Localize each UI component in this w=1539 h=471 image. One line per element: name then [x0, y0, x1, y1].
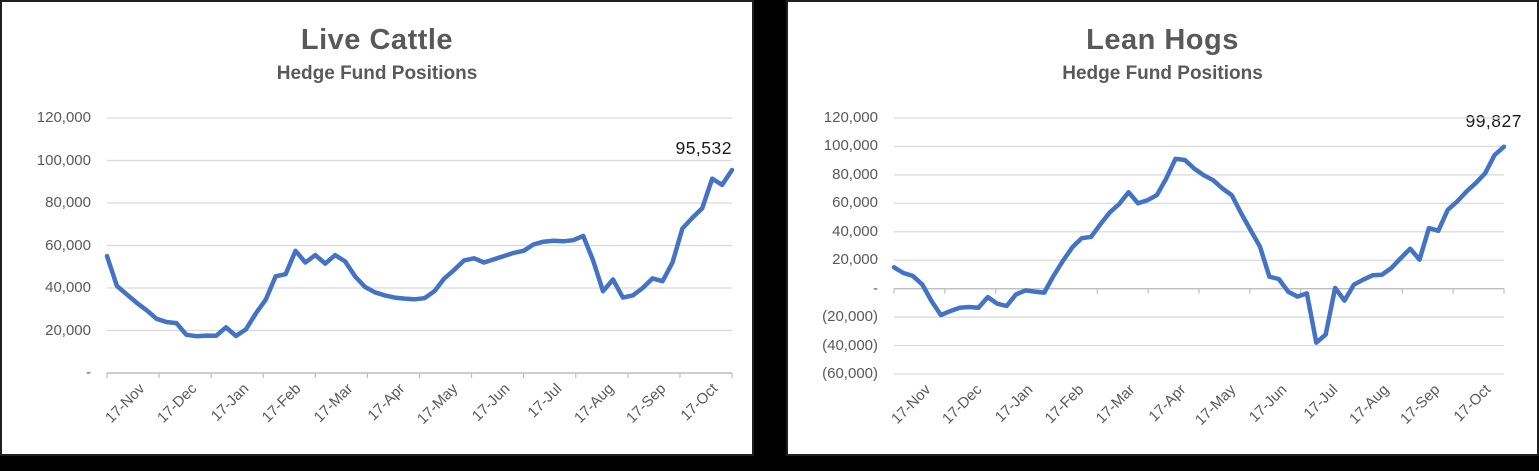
y-axis-tick-label: 120,000: [823, 109, 878, 126]
y-axis-tick-label: 80,000: [45, 194, 91, 211]
y-axis-tick-label: 120,000: [36, 109, 91, 126]
series-line: [104, 167, 735, 339]
chart-plot-area: [104, 117, 735, 378]
chart-title: Lean Hogs: [1086, 24, 1239, 56]
chart-plot-area: [891, 117, 1507, 375]
y-axis-tick-label: 60,000: [832, 194, 878, 212]
chart-panel-live-cattle: Live Cattle Hedge Fund Positions 95,532 …: [0, 0, 754, 456]
y-axis-tick-label: 100,000: [823, 137, 878, 155]
y-axis-tick-label: -: [873, 279, 878, 297]
y-axis-tick-label: (20,000): [822, 308, 878, 326]
y-axis-tick-label: 20,000: [45, 321, 91, 339]
y-axis-tick-label: (60,000): [822, 365, 878, 382]
y-axis-tick-label: 20,000: [832, 251, 878, 269]
y-axis-tick-label: -: [86, 364, 91, 381]
page: { "page": { "background_color": "#000000…: [0, 0, 1539, 456]
chart-subtitle: Hedge Fund Positions: [1062, 63, 1263, 84]
y-axis-tick-label: 60,000: [45, 236, 91, 254]
y-axis-tick-label: (40,000): [822, 336, 878, 354]
chart-subtitle: Hedge Fund Positions: [276, 63, 478, 84]
last-value-data-label: 99,827: [1465, 111, 1522, 131]
chart-panel-lean-hogs: Lean Hogs Hedge Fund Positions 99,827 12…: [786, 0, 1539, 456]
chart-title: Live Cattle: [300, 24, 454, 56]
y-axis-tick-label: 100,000: [36, 151, 91, 169]
y-axis-tick-label: 40,000: [832, 222, 878, 240]
y-axis-tick-label: 80,000: [832, 165, 878, 183]
y-axis-tick-label: 40,000: [45, 279, 91, 296]
last-value-data-label: 95,532: [675, 138, 732, 158]
series-line: [891, 144, 1507, 345]
